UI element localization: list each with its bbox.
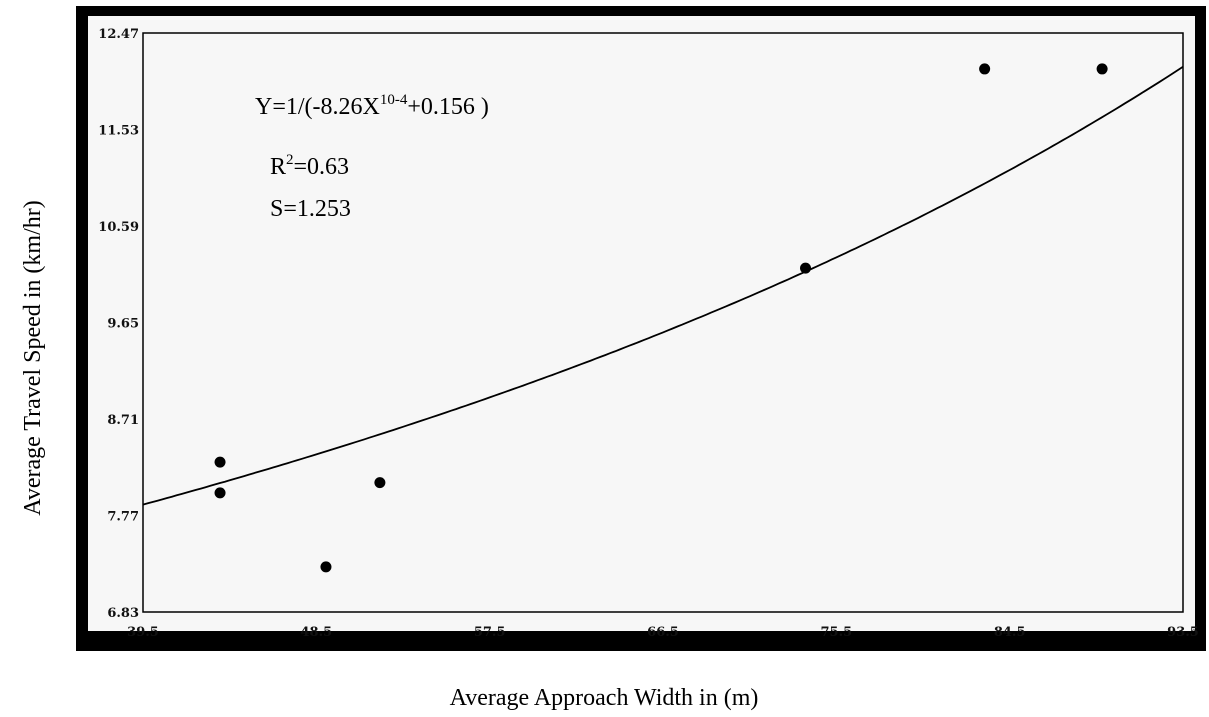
data-point (214, 487, 226, 499)
equation-suffix: +0.156 ) (407, 94, 489, 120)
y-tick-label: 11.53 (98, 124, 139, 139)
plot-area (88, 16, 1195, 631)
data-point (320, 561, 332, 573)
plot-inner-border (142, 32, 1184, 613)
y-tick-label: 9.65 (107, 317, 139, 332)
y-tick-label: 10.59 (98, 220, 139, 235)
data-point (979, 63, 991, 75)
data-points (214, 63, 1108, 573)
data-point (800, 262, 812, 274)
fit-equation: Y=1/(-8.26X10-4+0.156 ) (255, 92, 489, 120)
s-label: S=1.253 (270, 196, 351, 222)
data-point (374, 477, 386, 489)
x-tick-label: 39.5 (127, 625, 159, 640)
r-squared-base: R (270, 154, 286, 180)
fit-curve (142, 66, 1184, 506)
x-tick-label: 57.5 (474, 625, 506, 640)
data-point (1096, 63, 1108, 75)
data-point (214, 456, 226, 468)
r-squared-label: R2=0.63 (270, 152, 349, 180)
x-tick-label: 66.5 (647, 625, 679, 640)
x-tick-labels: 39.5 48.5 57.5 66.5 75.5 84.5 93.5 (127, 625, 1199, 640)
x-axis-title: Average Approach Width in (m) (450, 685, 759, 711)
y-axis-title: Average Travel Speed in (km/hr) (20, 200, 46, 515)
x-tick-label: 93.5 (1167, 625, 1199, 640)
y-tick-label: 7.77 (107, 510, 139, 525)
x-tick-label: 84.5 (994, 625, 1026, 640)
y-tick-label: 6.83 (107, 606, 139, 621)
x-tick-label: 75.5 (820, 625, 852, 640)
y-tick-labels: 6.83 7.77 8.71 9.65 10.59 11.53 12.47 (98, 27, 139, 621)
y-tick-label: 12.47 (98, 27, 139, 42)
r-squared-value: =0.63 (294, 154, 350, 180)
r-squared-exp: 2 (286, 152, 294, 168)
equation-prefix: Y=1/(-8.26X (255, 94, 380, 120)
equation-superscript: 10-4 (380, 92, 408, 108)
y-tick-label: 8.71 (107, 413, 139, 428)
x-tick-label: 48.5 (300, 625, 332, 640)
